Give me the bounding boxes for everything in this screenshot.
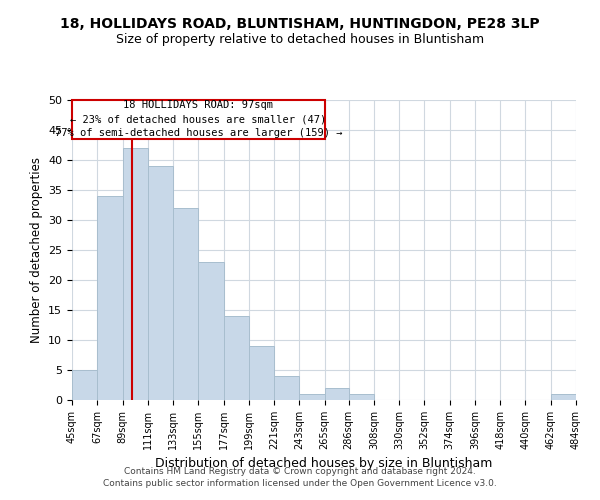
Bar [299,394,325,400]
Bar [349,394,374,400]
Bar [72,370,97,400]
Bar [97,196,122,400]
FancyBboxPatch shape [72,100,325,139]
Text: 18 HOLLIDAYS ROAD: 97sqm
← 23% of detached houses are smaller (47)
77% of semi-d: 18 HOLLIDAYS ROAD: 97sqm ← 23% of detach… [55,100,342,138]
Bar [173,208,198,400]
Bar [148,166,173,400]
Bar [325,388,349,400]
Y-axis label: Number of detached properties: Number of detached properties [29,157,43,343]
Bar [122,148,148,400]
Bar [198,262,224,400]
Text: Size of property relative to detached houses in Bluntisham: Size of property relative to detached ho… [116,32,484,46]
Bar [224,316,249,400]
Bar [551,394,576,400]
Bar [274,376,299,400]
Bar [249,346,274,400]
X-axis label: Distribution of detached houses by size in Bluntisham: Distribution of detached houses by size … [155,458,493,470]
Text: 18, HOLLIDAYS ROAD, BLUNTISHAM, HUNTINGDON, PE28 3LP: 18, HOLLIDAYS ROAD, BLUNTISHAM, HUNTINGD… [60,18,540,32]
Text: Contains HM Land Registry data © Crown copyright and database right 2024.
Contai: Contains HM Land Registry data © Crown c… [103,466,497,487]
